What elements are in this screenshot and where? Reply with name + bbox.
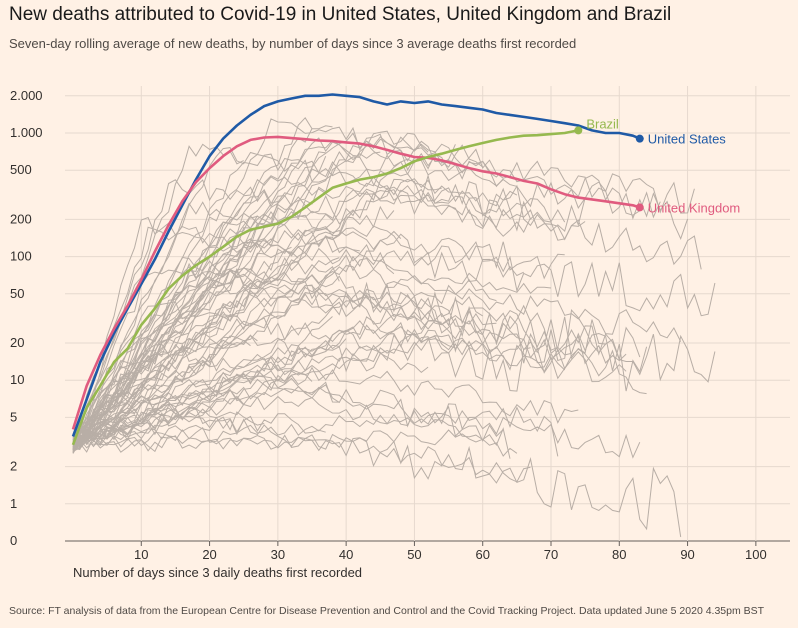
series-endpoint — [635, 203, 644, 212]
x-tick-label: 10 — [134, 547, 148, 562]
country-line — [72, 407, 682, 538]
gridlines — [65, 86, 790, 546]
y-tick-label: 2 — [10, 459, 17, 474]
x-tick-label: 20 — [202, 547, 216, 562]
country-line — [72, 179, 395, 453]
country-line — [72, 266, 606, 445]
country-line — [72, 409, 641, 459]
country-line — [72, 364, 579, 449]
country-line — [72, 234, 395, 442]
series-endpoint — [574, 126, 583, 135]
chart-subtitle: Seven-day rolling average of new deaths,… — [9, 36, 577, 51]
country-line — [72, 338, 456, 453]
y-tick-label: 0 — [10, 533, 17, 548]
country-line — [72, 176, 531, 451]
series-label: Brazil — [586, 116, 619, 131]
x-tick-label: 70 — [544, 547, 558, 562]
y-tick-label: 2.000 — [10, 88, 43, 103]
series-endpoint — [635, 134, 644, 143]
highlighted-series: United States United Kingdom Brazil — [71, 93, 741, 446]
country-line — [72, 265, 497, 449]
series-line-brazil — [71, 129, 579, 446]
chart-title: New deaths attributed to Covid-19 in Uni… — [9, 4, 672, 25]
country-line — [72, 386, 504, 450]
y-tick-label: 5 — [10, 409, 17, 424]
country-line — [72, 130, 429, 450]
x-axis-label: Number of days since 3 daily deaths firs… — [73, 565, 363, 580]
country-line — [72, 153, 518, 451]
country-line — [72, 178, 566, 454]
country-line — [72, 320, 627, 451]
country-line — [72, 429, 518, 457]
country-line — [72, 276, 648, 452]
country-line — [72, 413, 326, 448]
country-line — [72, 254, 552, 447]
series-line-united-kingdom — [71, 135, 641, 430]
country-line — [72, 267, 483, 450]
country-line — [72, 334, 258, 441]
y-tick-label: 20 — [10, 335, 24, 350]
country-line — [72, 334, 429, 449]
country-line — [72, 397, 245, 446]
country-line — [72, 189, 586, 450]
x-tick-label: 50 — [407, 547, 421, 562]
y-tick-label: 200 — [10, 211, 32, 226]
y-tick-label: 50 — [10, 286, 24, 301]
country-line — [72, 301, 531, 439]
x-tick-label: 100 — [745, 547, 767, 562]
country-line — [72, 316, 647, 452]
y-tick-label: 10 — [10, 372, 24, 387]
country-line — [72, 132, 695, 439]
x-tick-label: 40 — [339, 547, 353, 562]
axis-ticks: 0 1 2 5 10 20 50 100 200 500 1.000 2.000 10 20 30 40 50 6… — [10, 88, 767, 562]
other-countries-lines — [72, 116, 716, 538]
country-line — [72, 170, 442, 446]
country-line — [72, 395, 511, 459]
country-line — [72, 116, 333, 447]
y-tick-label: 100 — [10, 249, 32, 264]
x-tick-label: 90 — [680, 547, 694, 562]
x-tick-label: 60 — [475, 547, 489, 562]
x-tick-label: 30 — [271, 547, 285, 562]
country-line — [72, 313, 627, 446]
country-line — [72, 139, 381, 442]
country-line — [72, 210, 565, 450]
country-line — [72, 337, 251, 439]
series-label: United States — [648, 132, 727, 147]
country-line — [72, 227, 265, 446]
country-line — [72, 262, 716, 444]
country-line — [72, 292, 497, 454]
country-line — [72, 201, 716, 441]
country-line — [72, 343, 313, 442]
series-label: United Kingdom — [648, 200, 741, 215]
x-tick-label: 80 — [612, 547, 626, 562]
y-tick-label: 500 — [10, 162, 32, 177]
source-note: Source: FT analysis of data from the Eur… — [9, 605, 765, 617]
country-line — [72, 316, 333, 446]
country-line — [72, 256, 641, 446]
y-tick-label: 1 — [10, 496, 17, 511]
country-line — [72, 369, 559, 457]
series-line-united-states — [71, 93, 641, 437]
y-tick-label: 1.000 — [10, 125, 43, 140]
